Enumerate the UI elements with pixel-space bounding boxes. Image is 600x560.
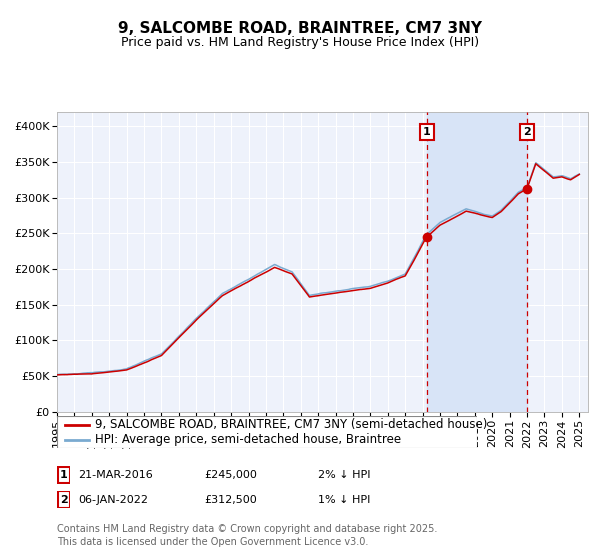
Text: 21-MAR-2016: 21-MAR-2016 bbox=[78, 470, 153, 480]
Text: 9, SALCOMBE ROAD, BRAINTREE, CM7 3NY (semi-detached house): 9, SALCOMBE ROAD, BRAINTREE, CM7 3NY (se… bbox=[95, 418, 487, 431]
Text: 2% ↓ HPI: 2% ↓ HPI bbox=[318, 470, 371, 480]
Text: 2: 2 bbox=[60, 494, 67, 505]
Text: 9, SALCOMBE ROAD, BRAINTREE, CM7 3NY: 9, SALCOMBE ROAD, BRAINTREE, CM7 3NY bbox=[118, 21, 482, 36]
Text: 1: 1 bbox=[60, 470, 67, 480]
Text: 1% ↓ HPI: 1% ↓ HPI bbox=[318, 494, 370, 505]
Text: 06-JAN-2022: 06-JAN-2022 bbox=[78, 494, 148, 505]
Text: £245,000: £245,000 bbox=[204, 470, 257, 480]
Text: HPI: Average price, semi-detached house, Braintree: HPI: Average price, semi-detached house,… bbox=[95, 433, 401, 446]
Text: 2: 2 bbox=[523, 127, 531, 137]
Text: £312,500: £312,500 bbox=[204, 494, 257, 505]
Text: Price paid vs. HM Land Registry's House Price Index (HPI): Price paid vs. HM Land Registry's House … bbox=[121, 36, 479, 49]
Text: 1: 1 bbox=[423, 127, 431, 137]
Text: Contains HM Land Registry data © Crown copyright and database right 2025.
This d: Contains HM Land Registry data © Crown c… bbox=[57, 524, 437, 547]
Bar bbox=[427, 112, 527, 412]
